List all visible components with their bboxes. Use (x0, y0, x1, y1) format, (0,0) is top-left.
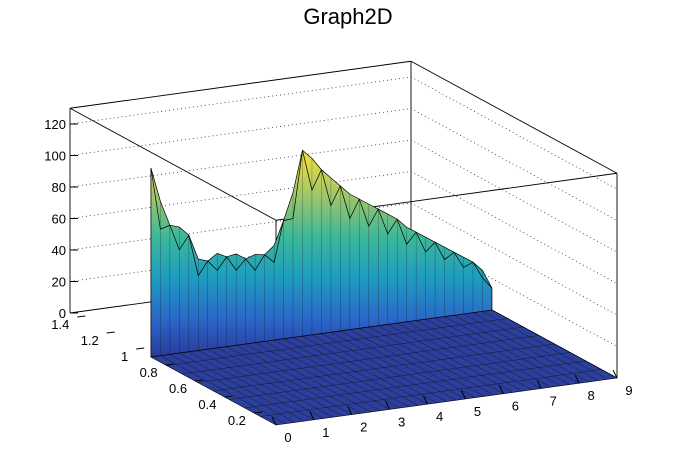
floor-mesh-line (166, 318, 508, 366)
x-tick (347, 406, 353, 415)
surface-front (150, 149, 493, 358)
z-tick-label: 100 (44, 149, 66, 164)
axes (70, 123, 618, 426)
x-tick (460, 390, 466, 400)
z-tick-label: 120 (44, 117, 66, 132)
x-tick-label: 9 (625, 383, 632, 398)
y-tick-label: 0.6 (169, 381, 187, 396)
y-tick (165, 363, 174, 366)
y-tick (224, 395, 233, 398)
x-tick (271, 416, 277, 426)
box-edge (69, 107, 277, 221)
x-tick (385, 401, 391, 410)
x-tick-label: 6 (512, 399, 519, 414)
x-tick (423, 395, 429, 405)
y-tick (77, 315, 86, 318)
y-tick (253, 411, 262, 414)
z-tick-label: 20 (52, 275, 66, 290)
y-tick-label: 1.4 (51, 317, 69, 332)
z-tick-label: 60 (52, 212, 66, 227)
x-tick-label: 8 (587, 388, 594, 403)
x-tick-label: 5 (474, 404, 481, 419)
floor-mesh-line (213, 343, 555, 392)
x-tick-label: 4 (436, 409, 443, 424)
y-tick (195, 379, 204, 382)
floor-mesh-line (229, 352, 571, 400)
x-tick-label: 2 (360, 420, 367, 435)
x-tick-label: 7 (550, 393, 557, 408)
box-edge (69, 60, 412, 109)
surface-floor (149, 309, 618, 426)
y-tick-label: 1.2 (81, 333, 99, 348)
x-tick (498, 385, 504, 394)
x-tick-label: 1 (322, 425, 329, 440)
x-tick (574, 374, 580, 384)
z-tick-label: 80 (52, 180, 66, 195)
y-tick-label: 0.4 (198, 397, 216, 412)
floor-mesh-line (244, 360, 586, 409)
x-tick (536, 380, 542, 389)
floor-mesh-line (197, 335, 539, 383)
tick-labels: 0 20 40 60 80 100 120 0 1 2 3 4 5 6 7 8 9 0.2 0.4 0.6 0.8 1 1.… (44, 117, 632, 445)
y-tick (136, 347, 145, 350)
chart-title: Graph2D (303, 4, 393, 29)
y-tick (106, 331, 115, 334)
y-tick-label: 1 (121, 349, 128, 364)
box-edge (410, 60, 618, 174)
x-tick (612, 369, 618, 379)
z-tick-label: 40 (52, 243, 66, 258)
x-tick (309, 411, 315, 421)
x-tick-label: 3 (398, 414, 405, 429)
floor-mesh-line (260, 369, 602, 417)
x-tick-label: 0 (284, 430, 291, 445)
y-tick-label: 0.8 (140, 365, 158, 380)
z-tick-label: 0 (59, 306, 66, 321)
floor-mesh-line (182, 326, 524, 375)
y-tick-label: 0.2 (228, 413, 246, 428)
